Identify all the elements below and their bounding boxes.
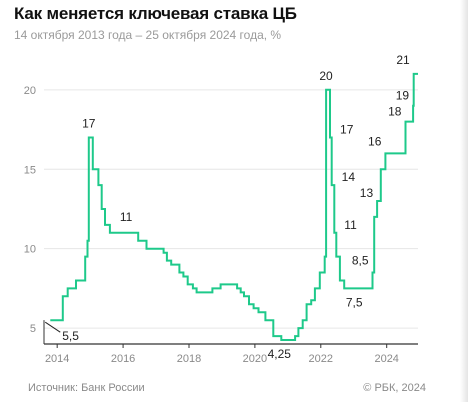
axis-layer: 5 10 15 20 2014 2016 2018 2020 2022 2024 [24, 85, 418, 365]
leader-line [44, 321, 61, 333]
x-tick-label: 2020 [243, 353, 267, 365]
line-layer [50, 72, 418, 341]
data-label: 17 [340, 122, 354, 136]
y-tick-label: 20 [24, 85, 36, 97]
data-label: 21 [396, 53, 410, 67]
data-label: 4,25 [268, 347, 292, 361]
y-tick-label: 15 [24, 164, 36, 176]
data-label: 18 [388, 105, 402, 119]
data-label: 20 [319, 69, 333, 83]
x-tick-label: 2014 [45, 353, 69, 365]
key-rate-line [50, 72, 418, 341]
y-tick-label: 5 [30, 323, 36, 335]
label-layer: 5,5 17 11 4,25 20 17 14 11 7,5 8,5 13 16 18 19 21 [44, 53, 410, 361]
grid-layer [44, 89, 418, 329]
data-label: 8,5 [352, 254, 369, 268]
data-label: 16 [368, 134, 382, 148]
data-label: 13 [360, 186, 374, 200]
data-label: 19 [396, 89, 410, 103]
chart-subtitle: 14 октября 2013 года – 25 октября 2024 г… [14, 28, 282, 42]
x-tick-label: 2016 [111, 353, 135, 365]
data-label: 14 [342, 170, 356, 184]
copyright-note: © РБК, 2024 [363, 382, 426, 394]
data-label: 7,5 [346, 295, 363, 309]
data-label: 11 [344, 218, 357, 232]
edge-shadow [460, 0, 468, 402]
data-label: 11 [120, 210, 133, 224]
x-tick-label: 2018 [177, 353, 201, 365]
chart-title: Как меняется ключевая ставка ЦБ [14, 4, 297, 23]
data-label: 5,5 [62, 329, 79, 343]
x-tick-label: 2024 [374, 353, 398, 365]
source-note: Источник: Банк России [28, 382, 145, 394]
data-label: 17 [82, 116, 96, 130]
x-tick-label: 2022 [309, 353, 333, 365]
y-tick-label: 10 [24, 244, 36, 256]
